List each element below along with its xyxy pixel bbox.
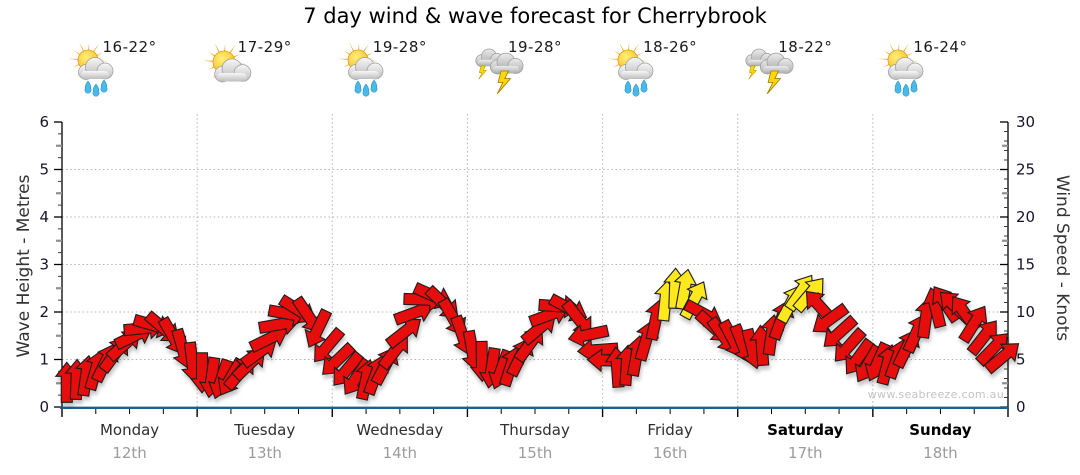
day-column-saturday: 18-22° (737, 38, 873, 95)
svg-text:6: 6 (39, 113, 49, 131)
svg-text:25: 25 (1016, 161, 1035, 179)
day-column-monday: 16-22° (62, 38, 198, 97)
day-name: Saturday (767, 421, 844, 439)
day-name: Thursday (500, 421, 570, 439)
day-temp: 17-29° (237, 38, 292, 56)
svg-text:2: 2 (39, 303, 49, 321)
day-name: Tuesday (234, 421, 296, 439)
svg-text:1: 1 (39, 351, 49, 369)
day-temp: 16-24° (913, 38, 968, 56)
day-date: 13th (247, 444, 282, 462)
svg-text:4: 4 (39, 208, 49, 226)
svg-text:0: 0 (39, 398, 49, 416)
svg-text:0: 0 (1016, 398, 1026, 416)
day-name: Monday (99, 421, 160, 439)
day-column-wednesday: 19-28° (332, 38, 468, 97)
day-date: 14th (382, 444, 418, 462)
day-temp: 19-28° (372, 38, 427, 56)
day-temp: 19-28° (507, 38, 563, 56)
day-name: Wednesday (356, 421, 444, 439)
day-date: 18th (923, 444, 958, 462)
day-column-sunday: 16-24° (872, 38, 1008, 97)
day-temp: 18-26° (643, 38, 698, 56)
svg-text:15: 15 (1016, 256, 1035, 274)
left-axis-label: Wave Height - Metres (14, 174, 34, 358)
day-name: Friday (647, 421, 693, 439)
day-column-friday: 18-26° (602, 38, 738, 97)
day-column-tuesday: 17-29° (197, 38, 333, 83)
day-date: 16th (652, 444, 688, 462)
right-axis-label: Wind Speed - Knots (1052, 174, 1072, 342)
svg-text:10: 10 (1016, 303, 1035, 321)
svg-text:20: 20 (1016, 208, 1035, 226)
day-temp: 16-22° (102, 38, 157, 56)
day-date: 12th (112, 444, 147, 462)
svg-text:3: 3 (39, 256, 49, 274)
svg-text:5: 5 (39, 161, 49, 179)
watermark: www.seabreeze.com.au (867, 388, 1004, 401)
svg-text:5: 5 (1016, 351, 1026, 369)
day-date: 15th (517, 444, 553, 462)
svg-text:30: 30 (1016, 113, 1035, 131)
day-name: Sunday (909, 421, 972, 439)
day-temp: 18-22° (778, 38, 833, 56)
page-title: 7 day wind & wave forecast for Cherrybro… (303, 4, 767, 28)
day-date: 17th (788, 444, 823, 462)
day-column-thursday: 19-28° (467, 38, 603, 95)
